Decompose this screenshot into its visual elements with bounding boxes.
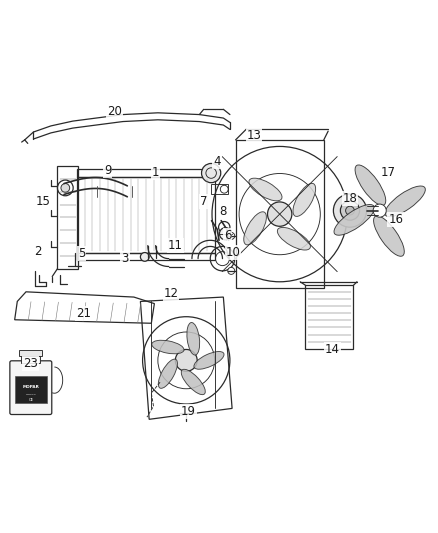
Text: OE: OE (28, 398, 33, 402)
Ellipse shape (249, 178, 282, 201)
Text: 21: 21 (76, 306, 91, 320)
Text: 2: 2 (34, 245, 42, 258)
Bar (77, 169, 215, 177)
Ellipse shape (355, 165, 386, 205)
Ellipse shape (152, 340, 184, 354)
Circle shape (228, 268, 235, 274)
Ellipse shape (194, 351, 224, 369)
Text: 16: 16 (389, 213, 403, 226)
Text: 20: 20 (107, 105, 122, 118)
Bar (21, 356, 40, 362)
Text: 18: 18 (343, 192, 357, 205)
Bar (211, 183, 228, 195)
Text: 13: 13 (247, 129, 261, 142)
Ellipse shape (334, 205, 374, 235)
Ellipse shape (187, 322, 200, 355)
Ellipse shape (385, 186, 425, 217)
Circle shape (175, 350, 197, 372)
Ellipse shape (374, 216, 404, 256)
Text: 17: 17 (381, 166, 396, 179)
Bar (305, 285, 353, 349)
Bar (77, 253, 215, 260)
Text: 7: 7 (200, 196, 208, 208)
Circle shape (141, 253, 149, 261)
Text: 19: 19 (181, 405, 196, 418)
Text: 4: 4 (213, 155, 221, 168)
Ellipse shape (181, 369, 205, 394)
FancyBboxPatch shape (10, 361, 52, 415)
Circle shape (373, 204, 386, 217)
Text: 5: 5 (78, 247, 85, 260)
Circle shape (333, 194, 367, 227)
Text: ━━━━━: ━━━━━ (25, 393, 36, 397)
Ellipse shape (277, 228, 311, 250)
Bar (57, 166, 78, 269)
Text: 3: 3 (121, 252, 129, 265)
Circle shape (346, 206, 354, 215)
Circle shape (201, 164, 221, 183)
Ellipse shape (293, 183, 316, 216)
Text: MOPAR: MOPAR (22, 385, 39, 389)
Circle shape (219, 228, 232, 240)
Bar (77, 177, 215, 253)
Circle shape (61, 183, 70, 192)
Ellipse shape (158, 359, 177, 389)
Text: 23: 23 (23, 357, 38, 370)
Bar (15, 376, 46, 403)
Text: 9: 9 (104, 164, 111, 177)
Circle shape (228, 232, 235, 239)
Text: 8: 8 (220, 205, 227, 219)
Text: 12: 12 (163, 287, 178, 300)
Text: 1: 1 (152, 166, 159, 179)
Circle shape (340, 201, 360, 220)
Bar (236, 140, 324, 288)
Text: 15: 15 (36, 195, 51, 207)
Text: 14: 14 (325, 343, 340, 356)
Ellipse shape (244, 212, 266, 245)
Text: 11: 11 (168, 239, 183, 252)
Text: 6: 6 (224, 229, 231, 241)
Bar (19, 350, 42, 356)
Text: 10: 10 (226, 246, 240, 259)
Circle shape (268, 202, 292, 227)
